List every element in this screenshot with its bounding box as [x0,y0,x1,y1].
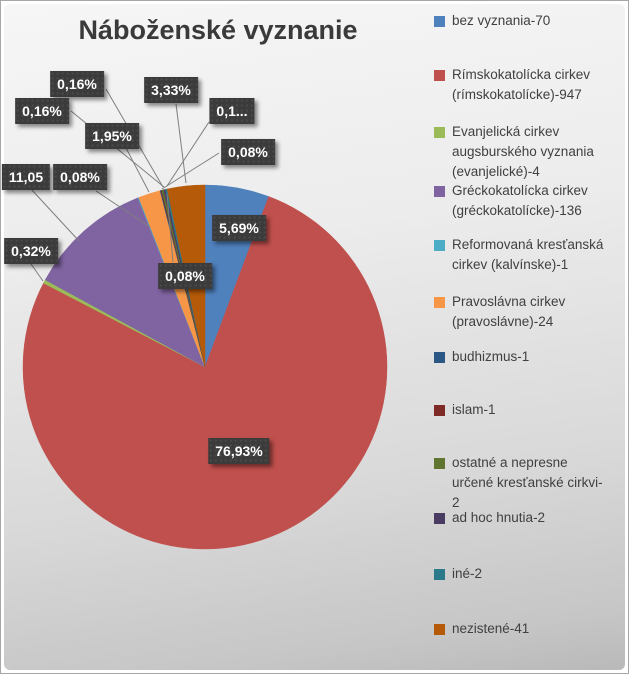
legend-item-label: nezistené-41 [452,621,530,636]
callout-line [175,103,187,184]
callout-line [125,147,150,193]
legend-swatch-icon [434,352,445,363]
legend-swatch-icon [434,127,445,138]
legend-item-10[interactable]: ad hoc hnutia-2 [434,508,622,528]
legend-item-label: augsburského vyznania [452,144,594,159]
data-label-slice-5[interactable]: 0,08% [53,164,107,190]
legend-item-label: budhizmus-1 [452,349,530,364]
callout-lines-group [30,88,220,282]
callout-line [30,188,80,242]
legend-item-label: (rímskokatolícke)-947 [452,87,582,102]
legend: bez vyznania-70 Rímskokatolícka cirkev (rí… [434,1,624,673]
legend-swatch-icon [434,186,445,197]
legend-item-label: Rímskokatolícka cirkev [452,67,591,82]
callout-line [95,190,151,228]
callout-line [161,152,220,190]
legend-item-label: Reformovaná kresťanská [452,237,604,252]
legend-item-2[interactable]: Rímskokatolícka cirkev (rímskokatolícke)-… [434,65,622,105]
legend-item-label: Evanjelická cirkev [452,124,560,139]
legend-item-7[interactable]: budhizmus-1 [434,347,622,367]
legend-swatch-icon [434,624,445,635]
legend-item-8[interactable]: islam-1 [434,400,622,420]
legend-item-label: ostatné a nepresne [452,455,568,470]
legend-item-1[interactable]: bez vyznania-70 [434,11,622,31]
legend-item-label: (gréckokatolícke)-136 [452,203,582,218]
legend-item-label: (evanjelické)-4 [452,164,540,179]
legend-item-label: islam-1 [452,402,496,417]
legend-item-9[interactable]: ostatné a nepresne určené kresťanské cirk… [434,453,622,513]
callout-line [166,121,210,187]
legend-item-label: určené kresťanské cirkvi- [452,475,603,490]
legend-swatch-icon [434,297,445,308]
callout-line [166,193,174,263]
pie-slice-4[interactable] [44,197,206,368]
data-label-slice-11[interactable]: 0,1... [209,98,255,124]
legend-swatch-icon [434,70,445,81]
legend-item-label: cirkev (kalvínske)-1 [452,257,569,272]
legend-swatch-icon [434,240,445,251]
data-label-slice-3[interactable]: 0,32% [4,238,58,264]
legend-item-label: ad hoc hnutia-2 [452,510,546,525]
legend-swatch-icon [434,569,445,580]
legend-swatch-icon [434,16,445,27]
data-label-slice-1[interactable]: 5,69% [212,215,266,241]
data-label-slice-6[interactable]: 1,95% [85,123,139,149]
pie-slice-2[interactable] [22,196,388,550]
legend-item-label: (pravoslávne)-24 [452,314,554,329]
legend-item-label: bez vyznania-70 [452,13,551,28]
callout-line [30,263,44,282]
data-label-slice-7[interactable]: 0,08% [221,139,275,165]
legend-swatch-icon [434,405,445,416]
data-label-slice-8[interactable]: 0,08% [158,263,212,289]
legend-swatch-icon [434,513,445,524]
legend-swatch-icon [434,458,445,469]
legend-item-3[interactable]: Evanjelická cirkev augsburského vyznania (… [434,122,622,182]
data-label-slice-9[interactable]: 0,16% [50,71,104,97]
chart-title[interactable]: Náboženské vyznanie [78,15,358,45]
data-label-slice-12[interactable]: 3,33% [144,77,198,103]
legend-item-label: 2 [452,495,460,510]
data-label-slice-2[interactable]: 76,93% [208,438,270,464]
data-label-slice-10[interactable]: 0,16% [15,98,69,124]
legend-item-label: iné-2 [452,566,483,581]
legend-item-11[interactable]: iné-2 [434,564,622,584]
legend-item-4[interactable]: Gréckokatolícka cirkev (gréckokatolícke)-… [434,181,622,221]
data-label-slice-4[interactable]: 11,05 [1,164,51,190]
legend-item-6[interactable]: Pravoslávna cirkev (pravoslávne)-24 [434,292,622,332]
legend-item-label: Gréckokatolícka cirkev [452,183,588,198]
legend-item-label: Pravoslávna cirkev [452,294,566,309]
legend-item-12[interactable]: nezistené-41 [434,619,622,639]
legend-item-5[interactable]: Reformovaná kresťanská cirkev (kalvínske)… [434,235,622,275]
